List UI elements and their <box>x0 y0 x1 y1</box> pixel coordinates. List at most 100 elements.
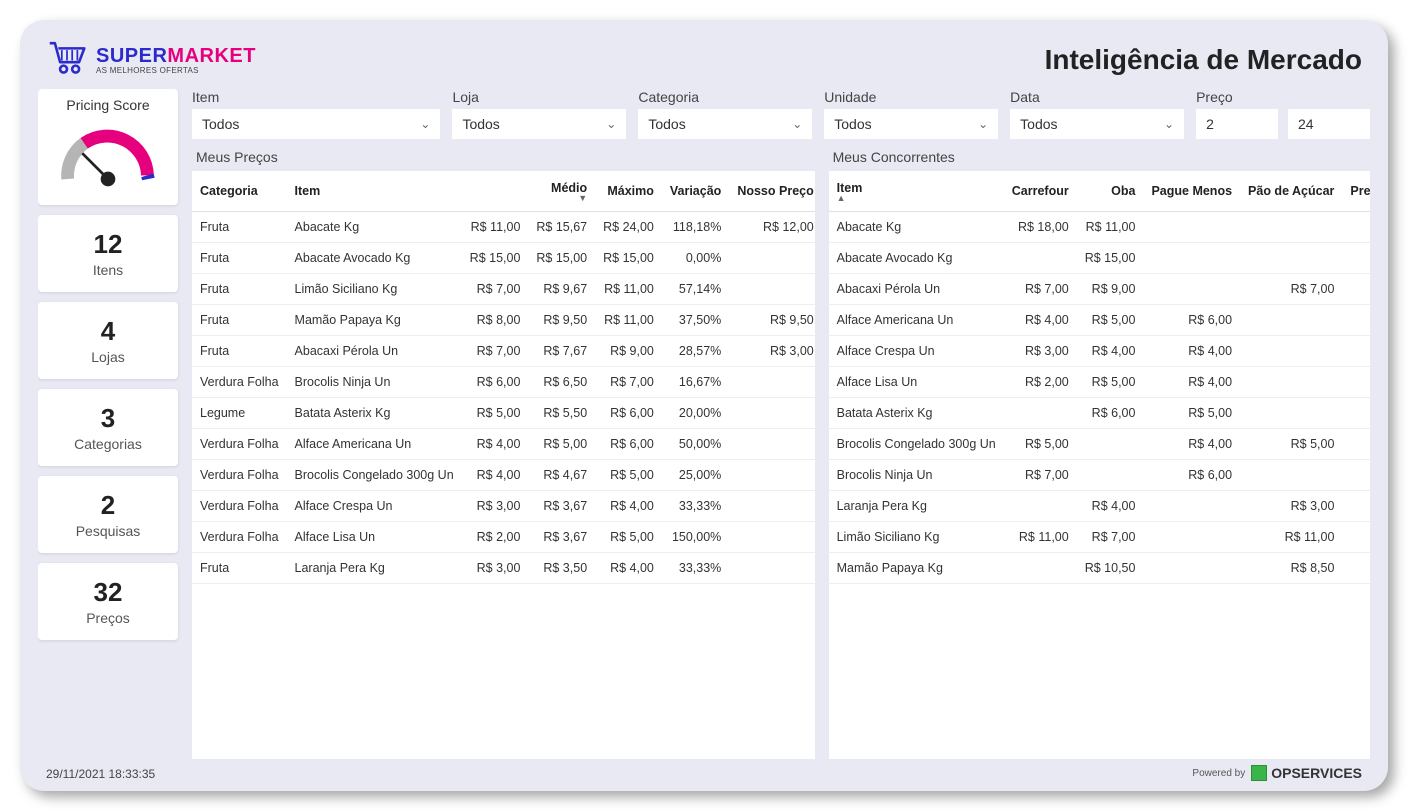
cell-item: Laranja Pera Kg <box>829 491 1004 522</box>
column-header[interactable]: Variação <box>662 171 729 212</box>
table-row[interactable]: Legume Batata Asterix Kg R$ 5,00 R$ 5,50… <box>192 398 815 429</box>
cell-min: R$ 3,00 <box>462 553 529 584</box>
filter-item-select[interactable]: Todos ⌄ <box>192 109 440 139</box>
column-header[interactable]: Médio▼ <box>528 171 595 212</box>
panel-meus-precos: Meus Preços CategoriaItemMédio▼MáximoVar… <box>192 149 815 759</box>
cell-pague: R$ 6,00 <box>1143 460 1240 491</box>
cell-carrefour: R$ 4,00 <box>1004 305 1077 336</box>
column-header[interactable]: Máximo <box>595 171 662 212</box>
kpi-label: Preços <box>44 610 172 626</box>
cell-carrefour: R$ 11,00 <box>1004 522 1077 553</box>
column-header[interactable]: Pague Menos <box>1143 171 1240 212</box>
table-row[interactable]: Limão Siciliano Kg R$ 11,00 R$ 7,00 R$ 1… <box>829 522 1370 553</box>
table-row[interactable]: Fruta Abacate Kg R$ 11,00 R$ 15,67 R$ 24… <box>192 212 815 243</box>
filter-categoria-select[interactable]: Todos ⌄ <box>638 109 812 139</box>
filter-loja-select[interactable]: Todos ⌄ <box>452 109 626 139</box>
column-header[interactable]: Item▲ <box>829 171 1004 212</box>
filter-data-select[interactable]: Todos ⌄ <box>1010 109 1184 139</box>
table-row[interactable]: Abacaxi Pérola Un R$ 7,00 R$ 9,00 R$ 7,0… <box>829 274 1370 305</box>
column-header[interactable]: Categoria <box>192 171 287 212</box>
column-header[interactable]: Item <box>287 171 462 212</box>
cell-max: R$ 4,00 <box>595 553 662 584</box>
table-row[interactable]: Fruta Limão Siciliano Kg R$ 7,00 R$ 9,67… <box>192 274 815 305</box>
cell-var: 50,00% <box>662 429 729 460</box>
table-row[interactable]: Brocolis Ninja Un R$ 7,00 R$ 6,00 R$ 6,5… <box>829 460 1370 491</box>
column-header[interactable]: Pão de Açúcar <box>1240 171 1342 212</box>
cell-var: 16,67% <box>662 367 729 398</box>
cell-medio: R$ 3,67 <box>528 491 595 522</box>
chevron-down-icon: ⌄ <box>420 117 430 131</box>
cell-nosso: R$ 3,00 <box>729 336 814 367</box>
table-row[interactable]: Alface Lisa Un R$ 2,00 R$ 5,00 R$ 4,00 R… <box>829 367 1370 398</box>
cell-carrefour: R$ 2,00 <box>1004 367 1077 398</box>
table-row[interactable]: Fruta Laranja Pera Kg R$ 3,00 R$ 3,50 R$… <box>192 553 815 584</box>
table-row[interactable]: Abacate Avocado Kg R$ 15,00 R$ 15,00 <box>829 243 1370 274</box>
cell-item: Abacate Kg <box>287 212 462 243</box>
kpi-value: 2 <box>44 490 172 521</box>
table-row[interactable]: Mamão Papaya Kg R$ 10,50 R$ 8,50 R$ 9,50 <box>829 553 1370 584</box>
table-row[interactable]: Brocolis Congelado 300g Un R$ 5,00 R$ 4,… <box>829 429 1370 460</box>
table-row[interactable]: Fruta Mamão Papaya Kg R$ 8,00 R$ 9,50 R$… <box>192 305 815 336</box>
cell-medio: R$ 4,67 <box>1342 429 1370 460</box>
filter-preco: Preço <box>1196 89 1370 139</box>
cell-var: 118,18% <box>662 212 729 243</box>
cell-nosso <box>729 491 814 522</box>
cell-item: Brocolis Congelado 300g Un <box>287 460 462 491</box>
table-row[interactable]: Fruta Abacate Avocado Kg R$ 15,00 R$ 15,… <box>192 243 815 274</box>
filter-preco-from[interactable] <box>1196 109 1278 139</box>
cell-item: Abacate Avocado Kg <box>829 243 1004 274</box>
cell-categoria: Fruta <box>192 212 287 243</box>
panel-concorrentes: Meus Concorrentes Item▲CarrefourObaPague… <box>829 149 1370 759</box>
kpi-card-itens: 12 Itens <box>38 215 178 292</box>
column-header[interactable]: Oba <box>1077 171 1144 212</box>
cell-categoria: Verdura Folha <box>192 429 287 460</box>
table-row[interactable]: Verdura Folha Alface Lisa Un R$ 2,00 R$ … <box>192 522 815 553</box>
cell-pao <box>1240 460 1342 491</box>
filter-unidade-select[interactable]: Todos ⌄ <box>824 109 998 139</box>
cell-pao: R$ 5,00 <box>1240 429 1342 460</box>
cell-pao <box>1240 305 1342 336</box>
sidebar: Pricing Score 12 Itens 4 Lojas 3 Categor… <box>38 89 178 759</box>
filter-preco-to[interactable] <box>1288 109 1370 139</box>
table-row[interactable]: Verdura Folha Alface Americana Un R$ 4,0… <box>192 429 815 460</box>
ops-logo: OPSERVICES <box>1251 765 1362 781</box>
cell-oba <box>1077 429 1144 460</box>
cell-medio: R$ 3,67 <box>528 522 595 553</box>
cell-medio: R$ 15,00 <box>1342 243 1370 274</box>
cell-nosso <box>729 367 814 398</box>
table-row[interactable]: Laranja Pera Kg R$ 4,00 R$ 3,00 R$ 3,50 <box>829 491 1370 522</box>
powered-label: Powered by <box>1192 768 1245 779</box>
cell-medio: R$ 7,67 <box>528 336 595 367</box>
table-row[interactable]: Verdura Folha Brocolis Congelado 300g Un… <box>192 460 815 491</box>
cell-pao: R$ 7,00 <box>1240 274 1342 305</box>
table-row[interactable]: Verdura Folha Brocolis Ninja Un R$ 6,00 … <box>192 367 815 398</box>
cell-medio: R$ 6,50 <box>1342 460 1370 491</box>
cell-medio: R$ 15,67 <box>528 212 595 243</box>
cell-item: Alface Lisa Un <box>829 367 1004 398</box>
column-header[interactable]: Carrefour <box>1004 171 1077 212</box>
table-row[interactable]: Alface Americana Un R$ 4,00 R$ 5,00 R$ 6… <box>829 305 1370 336</box>
table-row[interactable]: Abacate Kg R$ 18,00 R$ 11,00 R$ 15,67 <box>829 212 1370 243</box>
cell-oba: R$ 7,00 <box>1077 522 1144 553</box>
column-header[interactable]: Nosso Preço <box>729 171 814 212</box>
cell-item: Alface Lisa Un <box>287 522 462 553</box>
cell-carrefour: R$ 3,00 <box>1004 336 1077 367</box>
cell-min: R$ 15,00 <box>462 243 529 274</box>
cell-oba: R$ 9,00 <box>1077 274 1144 305</box>
cell-pao <box>1240 212 1342 243</box>
cell-nosso: R$ 12,00 <box>729 212 814 243</box>
filter-unidade-value: Todos <box>834 116 871 132</box>
cell-carrefour <box>1004 491 1077 522</box>
table-row[interactable]: Batata Asterix Kg R$ 6,00 R$ 5,00 R$ 5,5… <box>829 398 1370 429</box>
cell-max: R$ 6,00 <box>595 429 662 460</box>
column-header[interactable] <box>462 171 529 212</box>
cell-item: Limão Siciliano Kg <box>829 522 1004 553</box>
table-row[interactable]: Alface Crespa Un R$ 3,00 R$ 4,00 R$ 4,00… <box>829 336 1370 367</box>
table-row[interactable]: Verdura Folha Alface Crespa Un R$ 3,00 R… <box>192 491 815 522</box>
cell-oba <box>1077 460 1144 491</box>
column-header[interactable]: Preço Médio <box>1342 171 1370 212</box>
table-row[interactable]: Fruta Abacaxi Pérola Un R$ 7,00 R$ 7,67 … <box>192 336 815 367</box>
meus-precos-table: CategoriaItem Médio▼MáximoVariaçãoNosso P… <box>192 171 815 584</box>
cell-medio: R$ 5,00 <box>528 429 595 460</box>
cell-var: 37,50% <box>662 305 729 336</box>
